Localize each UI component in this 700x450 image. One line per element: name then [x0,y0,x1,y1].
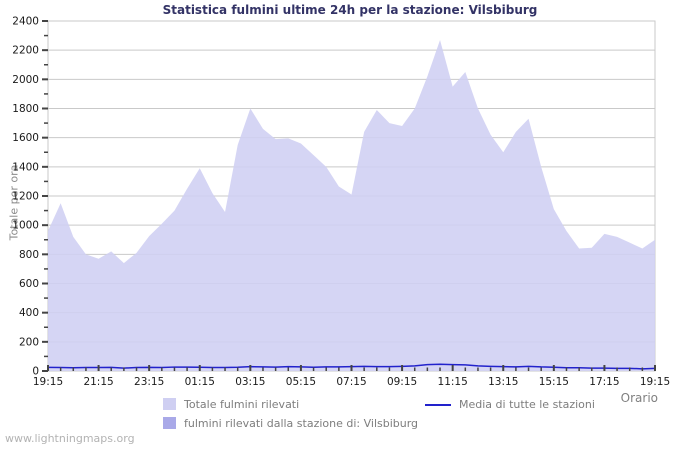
y-tick-label: 600 [19,278,39,290]
legend-label-total: Totale fulmini rilevati [184,398,300,411]
x-tick-label: 01:15 [185,376,215,388]
x-tick-label: 05:15 [286,376,316,388]
y-tick-label: 1200 [12,191,39,203]
x-tick-label: 17:15 [589,376,619,388]
legend-label-station: fulmini rilevati dalla stazione di: Vils… [184,417,419,430]
x-tick-label: 21:15 [83,376,113,388]
x-tick-label: 19:15 [640,376,670,388]
x-tick-label: 03:15 [235,376,265,388]
chart-title: Statistica fulmini ultime 24h per la sta… [162,3,538,17]
y-tick-label: 400 [19,307,39,319]
area-series-0 [48,39,655,371]
x-tick-label: 13:15 [488,376,518,388]
x-tick-label: 11:15 [438,376,468,388]
y-tick-label: 1000 [12,220,39,232]
legend-line-swatch-media [425,404,451,406]
y-tick-label: 1400 [12,161,39,173]
watermark: www.lightningmaps.org [5,432,135,445]
legend-swatch-total [163,398,176,410]
y-tick-label: 800 [19,249,39,261]
x-tick-label: 15:15 [539,376,569,388]
x-tick-label: 23:15 [134,376,164,388]
y-tick-label: 2400 [12,16,39,28]
legend-label-media: Media di tutte le stazioni [459,398,595,411]
legend-swatch-station [163,417,176,429]
y-tick-label: 0 [32,366,39,378]
y-tick-label: 2000 [12,74,39,86]
x-tick-label: 19:15 [33,376,63,388]
y-tick-label: 2200 [12,45,39,57]
y-tick-label: 1600 [12,132,39,144]
x-tick-label: 09:15 [387,376,417,388]
y-tick-label: 200 [19,336,39,348]
y-tick-label: 1800 [12,103,39,115]
x-axis-title: Orario [620,391,658,405]
x-tick-label: 07:15 [336,376,366,388]
